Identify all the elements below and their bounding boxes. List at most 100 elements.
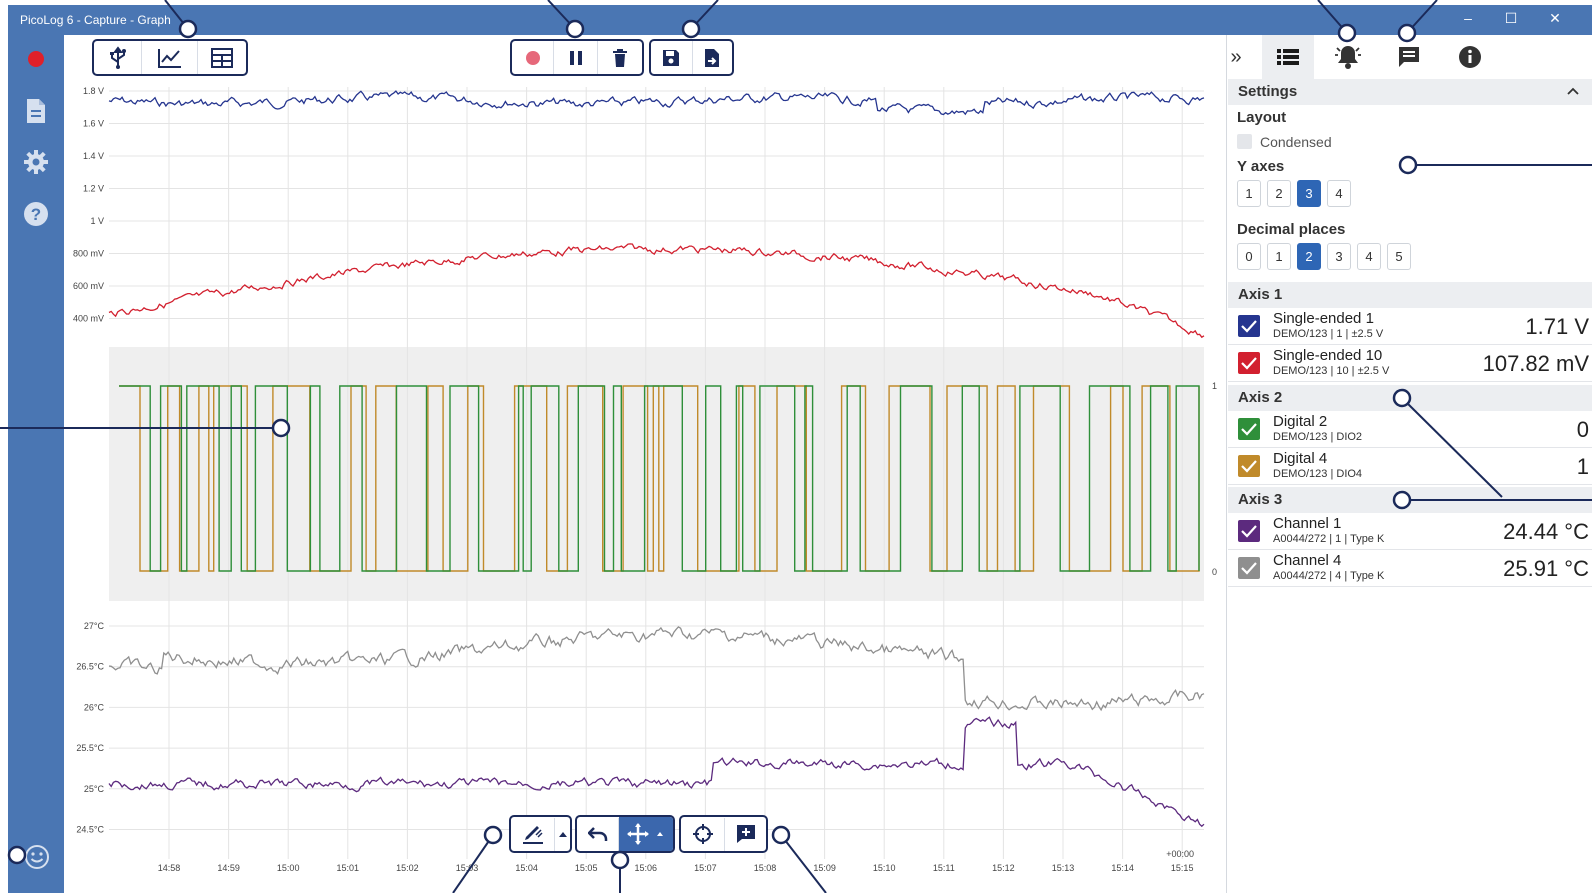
undo-icon[interactable]	[577, 817, 619, 851]
minimize-button[interactable]: –	[1464, 10, 1472, 26]
channel-row[interactable]: Digital 4 DEMO/123 | DIO4 1	[1228, 448, 1592, 485]
channel-1-trace	[108, 716, 1205, 828]
voltage-tick-label: 1.2 V	[83, 184, 104, 194]
time-tick-label: 15:03	[456, 863, 479, 873]
decimal-option-0[interactable]: 0	[1237, 243, 1261, 270]
delete-icon[interactable]	[598, 41, 642, 74]
temperature-tick-label: 24.5°C	[76, 825, 104, 835]
decimal-option-3[interactable]: 3	[1327, 243, 1351, 270]
check-icon[interactable]	[1238, 520, 1260, 542]
channel-row[interactable]: Channel 4 A0044/272 | 4 | Type K 25.91 °…	[1228, 550, 1592, 587]
time-tick-label: 15:08	[754, 863, 777, 873]
time-tick-label: 15:05	[575, 863, 598, 873]
graph-canvas[interactable]: 14:58 14:59 15:00 15:01 15:02 15:03 15:04 15:05…	[64, 79, 1226, 893]
time-tick-label: 15:00	[277, 863, 300, 873]
record-icon[interactable]	[512, 41, 554, 74]
time-tick-label: 14:59	[217, 863, 240, 873]
check-icon[interactable]	[1238, 352, 1260, 374]
channel-name: Channel 4	[1273, 552, 1342, 569]
channels-icon[interactable]	[1262, 35, 1314, 79]
y-axes-option-4[interactable]: 4	[1327, 180, 1351, 207]
channel-4-trace	[108, 626, 1205, 712]
channel-value: 1	[1576, 454, 1589, 479]
channel-name: Single-ended 1	[1273, 310, 1374, 327]
check-icon[interactable]	[1238, 418, 1260, 440]
save-icon[interactable]	[651, 41, 693, 74]
channel-detail: DEMO/123 | 1 | ±2.5 V	[1273, 328, 1384, 340]
decimal-option-1[interactable]: 1	[1267, 243, 1291, 270]
graph-area[interactable]: 14:58 14:59 15:00 15:01 15:02 15:03 15:04 15:05…	[64, 79, 1226, 893]
pause-icon[interactable]	[554, 41, 598, 74]
channel-detail: DEMO/123 | 10 | ±2.5 V	[1273, 365, 1390, 377]
digital-tick-label: 1	[1212, 381, 1217, 391]
close-button[interactable]: ✕	[1549, 10, 1561, 26]
notes-icon[interactable]	[1384, 35, 1434, 79]
chevron-up-icon[interactable]	[555, 818, 570, 851]
channel-name: Channel 1	[1273, 515, 1342, 532]
decimal-places-label: Decimal places	[1237, 221, 1346, 238]
channel-value: 1.71 V	[1525, 314, 1589, 339]
layout-label: Layout	[1237, 109, 1287, 126]
chevron-up-icon[interactable]	[1567, 82, 1579, 99]
crosshair-icon[interactable]	[681, 817, 725, 851]
voltage-tick-label: 1 V	[90, 216, 104, 226]
pan-icon[interactable]	[619, 817, 673, 851]
time-tick-label: 15:06	[635, 863, 658, 873]
channel-row[interactable]: Single-ended 10 DEMO/123 | 10 | ±2.5 V 1…	[1228, 345, 1592, 382]
digital-2-trace	[119, 385, 1200, 572]
channel-row[interactable]: Channel 1 A0044/272 | 1 | Type K 24.44 °…	[1228, 513, 1592, 550]
time-tick-label: 15:12	[992, 863, 1015, 873]
time-tick-label: 15:11	[933, 863, 955, 873]
y-axes-option-3[interactable]: 3	[1297, 180, 1321, 207]
condensed-checkbox[interactable]	[1237, 134, 1252, 149]
collapse-panel-button[interactable]: »	[1230, 45, 1242, 68]
gear-icon[interactable]	[22, 148, 50, 176]
table-icon[interactable]	[198, 41, 246, 74]
channel-value: 25.91 °C	[1503, 556, 1589, 581]
check-icon[interactable]	[1238, 557, 1260, 579]
usb-icon[interactable]	[94, 41, 142, 74]
digital-band	[109, 347, 1204, 601]
file-icon[interactable]	[22, 97, 50, 125]
info-icon[interactable]	[1445, 35, 1495, 79]
maximize-button[interactable]: ☐	[1504, 10, 1518, 26]
decimal-option-2[interactable]: 2	[1297, 243, 1321, 270]
channel-value: 0	[1576, 417, 1589, 442]
axis-2-header: Axis 2	[1228, 385, 1592, 411]
feedback-icon[interactable]	[23, 843, 51, 871]
check-icon[interactable]	[1238, 315, 1260, 337]
time-tick-label: 15:02	[396, 863, 419, 873]
add-note-icon[interactable]	[725, 818, 766, 851]
time-tick-label: 15:04	[515, 863, 538, 873]
help-icon[interactable]: ?	[22, 200, 50, 228]
channel-detail: DEMO/123 | DIO4	[1273, 468, 1363, 480]
y-axes-option-1[interactable]: 1	[1237, 180, 1261, 207]
decimal-option-5[interactable]: 5	[1387, 243, 1411, 270]
check-icon[interactable]	[1238, 455, 1260, 477]
svg-text:?: ?	[31, 205, 41, 224]
channel-name: Digital 4	[1273, 450, 1328, 467]
axis-3-title: Axis 3	[1238, 491, 1283, 508]
temperature-tick-label: 26.5°C	[76, 662, 104, 672]
settings-panel: » Settings Layout Condensed Y axes 1 2 3…	[1226, 35, 1592, 893]
axis-2-title: Axis 2	[1238, 389, 1283, 406]
channel-name: Single-ended 10	[1273, 347, 1383, 364]
settings-header[interactable]: Settings	[1228, 79, 1592, 105]
voltage-tick-label: 1.8 V	[83, 86, 104, 96]
axis-3-header: Axis 3	[1228, 487, 1592, 513]
window-title: PicoLog 6 - Capture - Graph	[20, 13, 171, 27]
temperature-tick-label: 27°C	[84, 621, 105, 631]
record-icon[interactable]	[22, 45, 50, 73]
channel-value: 107.82 mV	[1482, 351, 1589, 376]
alarm-icon[interactable]	[1323, 35, 1373, 79]
digital-4-trace	[119, 385, 1200, 572]
time-tick-label: 15:01	[337, 863, 360, 873]
edit-icon[interactable]	[511, 817, 555, 851]
export-icon[interactable]	[693, 41, 733, 74]
channel-row[interactable]: Digital 2 DEMO/123 | DIO2 0	[1228, 411, 1592, 448]
graph-icon[interactable]	[142, 41, 198, 74]
decimal-option-4[interactable]: 4	[1357, 243, 1381, 270]
y-axes-option-2[interactable]: 2	[1267, 180, 1291, 207]
channel-row[interactable]: Single-ended 1 DEMO/123 | 1 | ±2.5 V 1.7…	[1228, 308, 1592, 345]
